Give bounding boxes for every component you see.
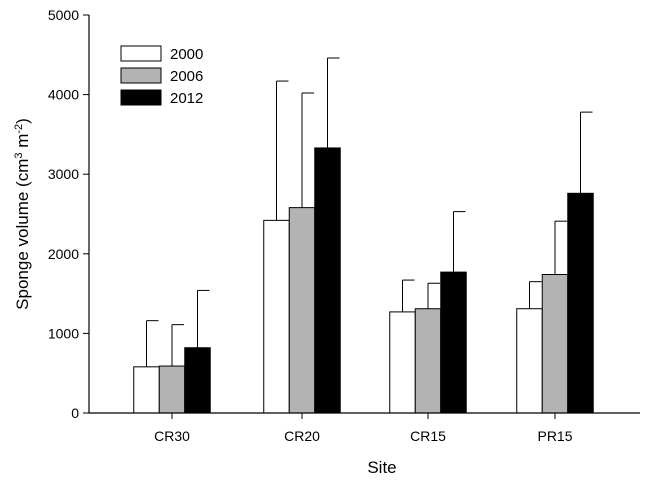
bar-CR30-2006 (158, 365, 186, 414)
legend-label-2000: 2000 (170, 46, 203, 63)
legend-swatch-2006 (120, 67, 162, 84)
y-tick-label-3000: 3000 (48, 166, 79, 182)
y-tick-label-5000: 5000 (48, 7, 79, 23)
bar-CR20-2006 (288, 207, 316, 414)
y-axis-title: Sponge volume (cm3 m-2) (13, 118, 32, 310)
axes-group (88, 15, 640, 414)
x-tick-label-CR20: CR20 (284, 428, 320, 444)
bar-PR15-2012 (567, 192, 594, 414)
bar-CR15-2012 (440, 271, 467, 414)
y-axis-title-mid: m (13, 134, 32, 153)
legend-label-2012: 2012 (170, 90, 203, 107)
y-tick-label-2000: 2000 (48, 246, 79, 262)
y-tick-label-1000: 1000 (48, 325, 79, 341)
y-axis-title-sup-neg2: -2 (13, 124, 25, 134)
x-axis-title: Site (367, 458, 396, 477)
y-tick-label-0: 0 (71, 405, 79, 421)
legend-swatch-2012 (120, 89, 162, 106)
x-tick-label-PR15: PR15 (537, 428, 572, 444)
bar-CR20-2000 (263, 219, 290, 414)
bars-group (133, 147, 594, 414)
y-ticks-group: 0 1000 2000 3000 4000 5000 (48, 7, 89, 421)
x-tick-label-CR30: CR30 (154, 428, 190, 444)
bar-PR15-2000 (516, 308, 543, 414)
bar-CR30-2012 (184, 347, 211, 414)
legend-swatch-2000 (120, 45, 162, 62)
bar-CR15-2006 (414, 308, 442, 414)
legend: 2000 2006 2012 (120, 45, 203, 107)
x-tick-label-CR15: CR15 (410, 428, 446, 444)
bar-CR20-2012 (314, 147, 341, 414)
bar-PR15-2006 (541, 273, 569, 414)
bar-CR15-2000 (389, 311, 416, 414)
y-tick-label-4000: 4000 (48, 87, 79, 103)
bar-CR30-2000 (133, 366, 160, 414)
y-axis-title-main: Sponge volume (cm (13, 159, 32, 310)
y-axis-title-sup-3: 3 (13, 153, 25, 159)
legend-label-2006: 2006 (170, 68, 203, 85)
y-axis-title-end: ) (13, 118, 32, 124)
error-bars-group (146, 57, 593, 367)
x-ticks-group: CR30 CR20 CR15 PR15 (154, 413, 573, 444)
